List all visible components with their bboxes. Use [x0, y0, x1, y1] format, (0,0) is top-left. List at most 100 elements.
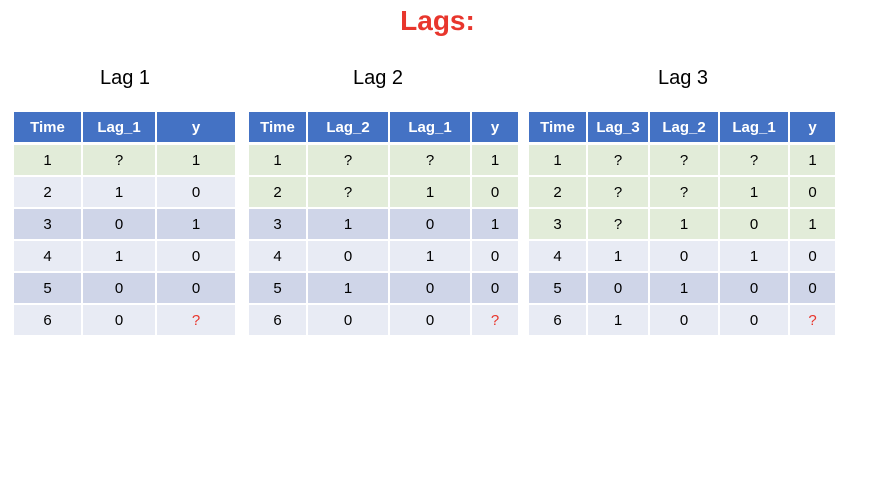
table-cell: 0: [81, 271, 156, 304]
table-cell: 0: [470, 239, 518, 272]
table-row: 2 ? 1 0: [249, 175, 518, 208]
table-cell: 1: [14, 142, 82, 176]
table-row: 3 0 1: [14, 207, 235, 240]
table-row: 5 1 0 0: [249, 271, 518, 304]
table-cell: 1: [586, 303, 649, 335]
column-header: Time: [249, 112, 307, 145]
prediction-target-cell: ?: [788, 303, 835, 335]
table-cell: 1: [648, 271, 719, 304]
table-cell: ?: [388, 142, 471, 176]
page-title: Lags:: [400, 5, 475, 36]
table-cell: 1: [388, 239, 471, 272]
table-cell: 0: [81, 303, 156, 335]
prediction-target-cell: ?: [470, 303, 518, 335]
column-header: y: [155, 112, 235, 145]
table-cell: 0: [306, 303, 389, 335]
table-cell: 0: [155, 175, 235, 208]
prediction-target-cell: ?: [155, 303, 235, 335]
table-cell: 0: [388, 207, 471, 240]
lag-2-table: Time Lag_2 Lag_1 y 1 ? ? 1 2 ? 1 0 3 1 0…: [249, 112, 518, 335]
table-cell: 1: [788, 207, 835, 240]
column-header: Lag_2: [306, 112, 389, 145]
table-cell: 0: [81, 207, 156, 240]
table-cell: 3: [14, 207, 82, 240]
table-cell: ?: [586, 142, 649, 176]
column-header: Time: [529, 112, 587, 145]
table-cell: 1: [718, 239, 789, 272]
table-cell: 0: [155, 239, 235, 272]
table-cell: 1: [306, 271, 389, 304]
table-cell: 1: [81, 175, 156, 208]
table-cell: ?: [306, 142, 389, 176]
table-row: 1 ? 1: [14, 142, 235, 176]
table-cell: 1: [788, 142, 835, 176]
table-cell: 0: [388, 271, 471, 304]
table-cell: 6: [14, 303, 82, 335]
lag-1-caption: Lag 1: [100, 67, 151, 89]
table-cell: 0: [388, 303, 471, 335]
table-cell: 1: [155, 207, 235, 240]
table-cell: 0: [470, 175, 518, 208]
table-cell: ?: [81, 142, 156, 176]
table-cell: 0: [155, 271, 235, 304]
table-row: 1 ? ? 1: [249, 142, 518, 176]
table-row: 3 ? 1 0 1: [529, 207, 835, 240]
table-row: 6 0 0 ?: [249, 303, 518, 335]
lag-3-table: Time Lag_3 Lag_2 Lag_1 y 1 ? ? ? 1 2 ? ?…: [529, 112, 835, 335]
table-cell: 0: [718, 271, 789, 304]
column-header: Lag_1: [81, 112, 156, 145]
table-cell: 4: [14, 239, 82, 272]
table-cell: 1: [718, 175, 789, 208]
table-cell: ?: [586, 207, 649, 240]
table-cell: 1: [306, 207, 389, 240]
table-cell: 4: [249, 239, 307, 272]
column-header: Lag_3: [586, 112, 649, 145]
table-cell: 1: [648, 207, 719, 240]
table-row: 4 0 1 0: [249, 239, 518, 272]
lag-3-caption: Lag 3: [658, 67, 709, 89]
column-header: y: [788, 112, 835, 145]
column-header: y: [470, 112, 518, 145]
table-cell: 0: [718, 207, 789, 240]
table-cell: 3: [529, 207, 587, 240]
table-cell: 4: [529, 239, 587, 272]
table-cell: 0: [648, 303, 719, 335]
table-cell: 0: [470, 271, 518, 304]
table-cell: 1: [81, 239, 156, 272]
table-cell: ?: [648, 142, 719, 176]
column-header: Lag_2: [648, 112, 719, 145]
table-cell: 6: [529, 303, 587, 335]
table-cell: 1: [388, 175, 471, 208]
table-cell: 0: [718, 303, 789, 335]
table-header-row: Time Lag_3 Lag_2 Lag_1 y: [529, 112, 835, 145]
column-header: Time: [14, 112, 82, 145]
table-cell: ?: [718, 142, 789, 176]
table-cell: 0: [788, 239, 835, 272]
table-cell: 0: [306, 239, 389, 272]
table-row: 1 ? ? ? 1: [529, 142, 835, 176]
lag-2-caption: Lag 2: [353, 67, 404, 89]
table-cell: 6: [249, 303, 307, 335]
table-row: 2 ? ? 1 0: [529, 175, 835, 208]
table-cell: ?: [306, 175, 389, 208]
table-cell: 1: [529, 142, 587, 176]
table-cell: 5: [14, 271, 82, 304]
table-cell: ?: [586, 175, 649, 208]
table-header-row: Time Lag_2 Lag_1 y: [249, 112, 518, 145]
table-cell: 1: [470, 207, 518, 240]
table-row: 5 0 1 0 0: [529, 271, 835, 304]
table-cell: 1: [155, 142, 235, 176]
table-cell: 1: [586, 239, 649, 272]
table-cell: 2: [249, 175, 307, 208]
table-row: 4 1 0: [14, 239, 235, 272]
column-header: Lag_1: [388, 112, 471, 145]
table-header-row: Time Lag_1 y: [14, 112, 235, 145]
table-row: 2 1 0: [14, 175, 235, 208]
table-row: 6 0 ?: [14, 303, 235, 335]
table-row: 6 1 0 0 ?: [529, 303, 835, 335]
table-cell: 5: [529, 271, 587, 304]
table-cell: 5: [249, 271, 307, 304]
table-cell: 1: [470, 142, 518, 176]
table-row: 4 1 0 1 0: [529, 239, 835, 272]
column-header: Lag_1: [718, 112, 789, 145]
